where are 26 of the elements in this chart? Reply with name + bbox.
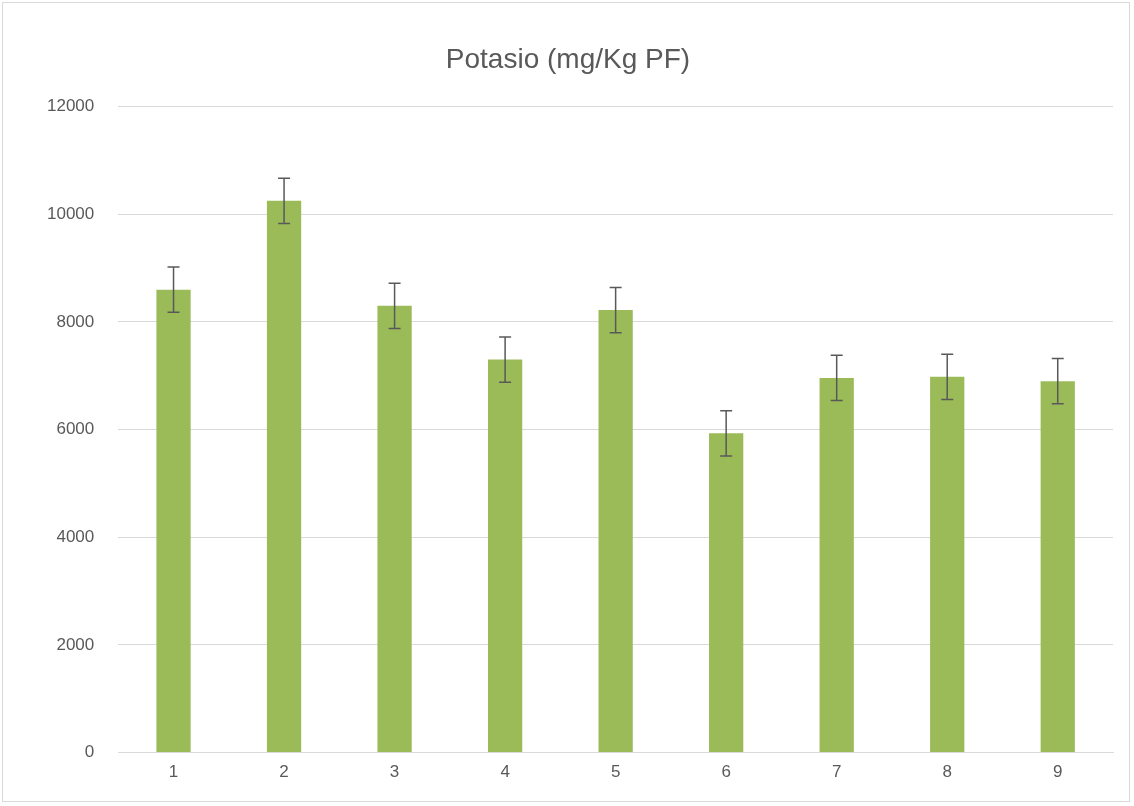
bar bbox=[930, 376, 965, 753]
bar bbox=[156, 289, 191, 753]
x-tick-label: 9 bbox=[1053, 762, 1063, 782]
x-tick-label: 5 bbox=[610, 762, 621, 782]
bar bbox=[266, 200, 302, 753]
y-tick-label: 6000 bbox=[56, 419, 95, 439]
y-tick-label: 0 bbox=[84, 742, 95, 762]
x-tick-label: 8 bbox=[942, 762, 952, 782]
bar bbox=[598, 310, 633, 753]
x-tick-label: 6 bbox=[721, 762, 731, 782]
bar bbox=[1040, 381, 1075, 753]
y-tick-label: 12000 bbox=[46, 96, 95, 116]
x-tick-label: 3 bbox=[389, 762, 400, 782]
bar bbox=[377, 305, 412, 753]
y-tick-label: 2000 bbox=[56, 634, 95, 654]
x-tick-label: 1 bbox=[168, 762, 179, 782]
bar bbox=[819, 377, 854, 753]
y-tick-label: 8000 bbox=[56, 311, 95, 331]
y-tick-label: 10000 bbox=[46, 203, 95, 223]
y-tick-label: 4000 bbox=[56, 526, 95, 546]
x-tick-label: 7 bbox=[831, 762, 842, 782]
chart-title: Potasio (mg/Kg PF) bbox=[445, 42, 691, 74]
x-tick-label: 2 bbox=[279, 762, 289, 782]
x-tick-label: 4 bbox=[500, 762, 510, 782]
bar bbox=[709, 433, 744, 753]
bar bbox=[487, 359, 523, 753]
